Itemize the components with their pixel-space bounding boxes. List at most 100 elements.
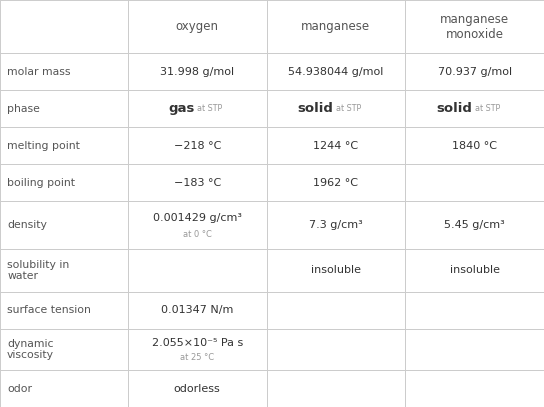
Text: 1244 °C: 1244 °C xyxy=(313,141,358,151)
Bar xyxy=(0,370,128,407)
Text: at STP: at STP xyxy=(197,105,222,114)
Bar xyxy=(267,249,405,292)
Bar xyxy=(0,292,128,329)
Bar xyxy=(0,53,128,90)
Text: boiling point: boiling point xyxy=(7,178,75,188)
Bar xyxy=(405,249,544,292)
Bar xyxy=(405,90,544,127)
Text: melting point: melting point xyxy=(7,141,80,151)
Bar xyxy=(267,164,405,201)
Text: manganese
monoxide: manganese monoxide xyxy=(440,13,509,41)
Bar xyxy=(267,53,405,90)
Text: 1962 °C: 1962 °C xyxy=(313,178,358,188)
Text: at 0 °C: at 0 °C xyxy=(183,230,212,239)
Bar xyxy=(405,53,544,90)
Bar xyxy=(0,0,128,53)
Bar xyxy=(128,0,267,53)
Text: 54.938044 g/mol: 54.938044 g/mol xyxy=(288,67,384,77)
Bar xyxy=(0,164,128,201)
Bar xyxy=(267,90,405,127)
Bar xyxy=(267,329,405,370)
Bar xyxy=(267,127,405,164)
Bar xyxy=(405,370,544,407)
Text: −183 °C: −183 °C xyxy=(174,178,221,188)
Bar xyxy=(128,329,267,370)
Text: molar mass: molar mass xyxy=(7,67,71,77)
Bar xyxy=(267,201,405,249)
Bar xyxy=(405,370,544,407)
Bar xyxy=(0,0,128,53)
Text: at STP: at STP xyxy=(474,105,500,114)
Text: surface tension: surface tension xyxy=(7,305,91,315)
Bar xyxy=(267,249,405,292)
Text: odor: odor xyxy=(7,383,32,394)
Bar xyxy=(0,90,128,127)
Text: phase: phase xyxy=(7,104,40,114)
Bar xyxy=(405,164,544,201)
Bar xyxy=(128,370,267,407)
Bar xyxy=(128,292,267,329)
Bar xyxy=(0,329,128,370)
Bar xyxy=(267,201,405,249)
Bar xyxy=(0,53,128,90)
Text: at 25 °C: at 25 °C xyxy=(180,353,214,362)
Bar xyxy=(267,0,405,53)
Bar xyxy=(267,0,405,53)
Bar xyxy=(128,249,267,292)
Bar xyxy=(0,249,128,292)
Bar xyxy=(267,370,405,407)
Bar xyxy=(267,329,405,370)
Bar xyxy=(0,164,128,201)
Text: 7.3 g/cm³: 7.3 g/cm³ xyxy=(309,220,363,230)
Bar xyxy=(128,164,267,201)
Bar xyxy=(128,90,267,127)
Bar xyxy=(405,53,544,90)
Bar xyxy=(267,292,405,329)
Bar xyxy=(0,127,128,164)
Bar xyxy=(405,292,544,329)
Bar xyxy=(128,249,267,292)
Bar xyxy=(0,90,128,127)
Bar xyxy=(0,292,128,329)
Bar xyxy=(267,370,405,407)
Text: at STP: at STP xyxy=(336,105,361,114)
Bar xyxy=(128,201,267,249)
Bar xyxy=(0,201,128,249)
Bar xyxy=(0,329,128,370)
Bar xyxy=(405,201,544,249)
Bar xyxy=(405,164,544,201)
Bar xyxy=(0,201,128,249)
Text: 1840 °C: 1840 °C xyxy=(452,141,497,151)
Text: density: density xyxy=(7,220,47,230)
Text: 2.055×10⁻⁵ Pa s: 2.055×10⁻⁵ Pa s xyxy=(152,338,243,348)
Text: insoluble: insoluble xyxy=(450,265,499,275)
Text: solubility in
water: solubility in water xyxy=(7,260,69,281)
Text: gas: gas xyxy=(168,103,195,116)
Text: solid: solid xyxy=(436,103,472,116)
Text: solid: solid xyxy=(298,103,333,116)
Bar xyxy=(405,201,544,249)
Bar xyxy=(0,249,128,292)
Bar xyxy=(405,329,544,370)
Bar xyxy=(128,127,267,164)
Bar xyxy=(267,164,405,201)
Bar xyxy=(405,90,544,127)
Bar xyxy=(128,90,267,127)
Bar xyxy=(0,370,128,407)
Bar xyxy=(128,53,267,90)
Text: 0.001429 g/cm³: 0.001429 g/cm³ xyxy=(153,213,242,223)
Text: 31.998 g/mol: 31.998 g/mol xyxy=(160,67,234,77)
Text: −218 °C: −218 °C xyxy=(174,141,221,151)
Bar xyxy=(267,53,405,90)
Text: dynamic
viscosity: dynamic viscosity xyxy=(7,339,54,360)
Bar xyxy=(0,127,128,164)
Text: manganese: manganese xyxy=(301,20,370,33)
Bar xyxy=(128,292,267,329)
Bar xyxy=(128,53,267,90)
Bar xyxy=(267,292,405,329)
Text: 0.01347 N/m: 0.01347 N/m xyxy=(161,305,233,315)
Text: oxygen: oxygen xyxy=(176,20,219,33)
Text: 70.937 g/mol: 70.937 g/mol xyxy=(437,67,512,77)
Text: 5.45 g/cm³: 5.45 g/cm³ xyxy=(444,220,505,230)
Bar xyxy=(405,127,544,164)
